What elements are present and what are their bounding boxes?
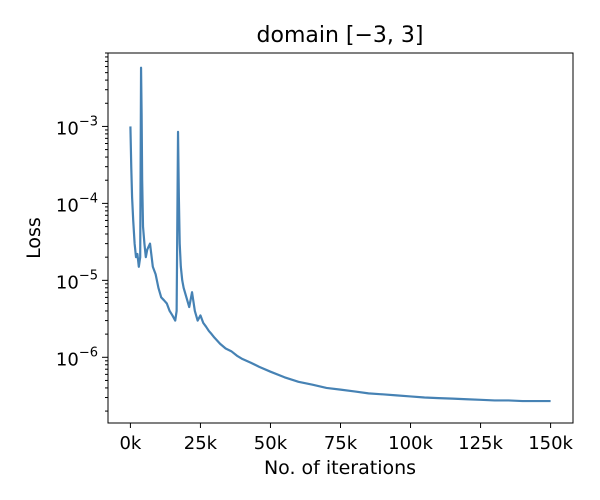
- plot-area: [129, 66, 551, 403]
- x-tick-label: 0k: [119, 433, 141, 454]
- y-axis-ticks: 10−3 10−4 10−5 10−6: [56, 52, 108, 412]
- x-axis-label: No. of iterations: [264, 457, 416, 479]
- y-axis-label: Loss: [23, 217, 45, 259]
- x-axis-ticks: 0k 25k 50k 75k 100k 125k 150k: [119, 423, 574, 454]
- x-tick-label: 100k: [388, 433, 433, 454]
- y-tick-label: 10−4: [56, 191, 98, 216]
- y-tick-label: 10−5: [56, 268, 98, 293]
- x-tick-label: 125k: [458, 433, 503, 454]
- series-line-0: [129, 66, 551, 403]
- x-tick-label: 150k: [528, 433, 573, 454]
- x-tick-label: 25k: [184, 433, 218, 454]
- x-tick-label: 50k: [254, 433, 288, 454]
- x-tick-label: 75k: [324, 433, 358, 454]
- y-tick-label: 10−6: [56, 345, 98, 370]
- chart-title: domain [−3, 3]: [257, 23, 424, 48]
- y-tick-label: 10−3: [56, 114, 98, 139]
